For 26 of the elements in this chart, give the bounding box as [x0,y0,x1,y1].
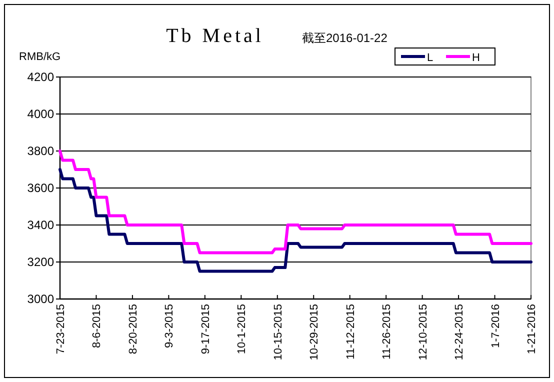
y-tick-label: 3800 [27,144,54,158]
x-tick-label: 1-7-2016 [490,304,502,348]
y-tick-label: 3200 [27,255,54,269]
y-tick-label: 3000 [27,292,54,306]
x-tick-label: 9-17-2015 [200,304,212,354]
x-tick-label: 11-12-2015 [344,304,357,360]
x-tick-label: 10-1-2015 [236,304,248,354]
x-tick-label: 1-21-2016 [526,304,538,354]
legend-label: H [472,52,480,64]
chart-subtitle: 截至2016-01-22 [302,31,388,45]
y-tick-label: 4000 [27,107,54,121]
x-tick-label: 10-15-2015 [272,304,284,360]
x-tick-label: 8-20-2015 [127,304,140,354]
y-tick-label: 3400 [27,218,54,232]
x-tick-label: 12-24-2015 [454,304,466,360]
y-tick-label: 3600 [27,181,54,195]
y-tick-label: 4200 [27,70,54,84]
chart-title: Tb Metal [166,25,264,47]
legend-label: L [427,52,434,64]
y-axis-title: RMB/kG [19,51,61,63]
x-tick-label: 8-6-2015 [91,304,104,348]
x-tick-label: 9-3-2015 [164,304,176,348]
x-tick-label: 11-26-2015 [381,304,394,360]
x-tick-label: 7-23-2015 [55,304,67,354]
x-tick-label: 12-10-2015 [417,304,430,360]
x-tick-label: 10-29-2015 [308,304,321,360]
